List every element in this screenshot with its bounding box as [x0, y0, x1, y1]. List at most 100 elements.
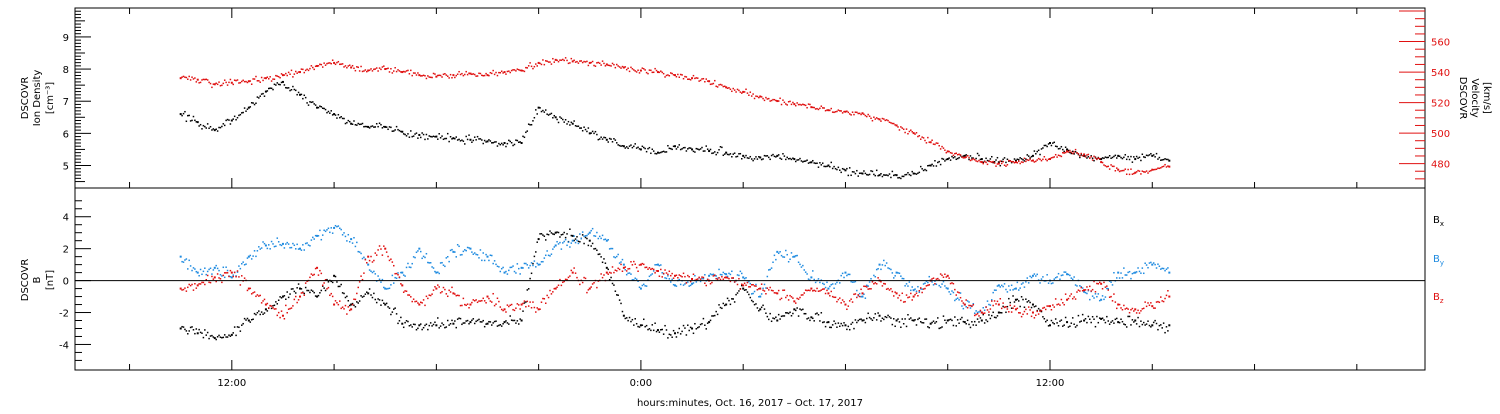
density-point: [223, 124, 226, 127]
velocity-point: [520, 69, 523, 72]
velocity-point: [840, 110, 842, 112]
bz-point: [1012, 307, 1014, 309]
bx-point: [982, 313, 984, 316]
density-point: [850, 174, 852, 177]
density-point: [235, 118, 237, 121]
velocity-point: [775, 99, 777, 102]
by-point: [370, 270, 372, 273]
by-point: [348, 241, 351, 243]
density-point: [1120, 156, 1122, 159]
density-point: [1023, 160, 1026, 162]
velocity-point: [1025, 160, 1027, 163]
density-point: [222, 123, 225, 125]
by-point: [804, 271, 807, 273]
bz-point: [364, 258, 367, 261]
velocity-point: [1106, 165, 1108, 168]
by-point: [622, 263, 625, 266]
velocity-point: [241, 80, 243, 83]
by-point: [557, 243, 560, 245]
velocity-point: [388, 71, 391, 73]
by-point: [354, 245, 357, 248]
bx-point: [980, 319, 983, 322]
legend-bx-label: B: [1433, 215, 1440, 226]
bx-point: [378, 299, 381, 301]
velocity-tick-label: 480: [1431, 160, 1450, 171]
velocity-point: [281, 74, 284, 77]
bz-point: [323, 282, 325, 284]
bx-point: [691, 327, 694, 330]
by-point: [644, 285, 646, 287]
density-point: [194, 119, 196, 122]
bz-point: [634, 263, 636, 265]
by-point: [588, 231, 591, 234]
bz-point: [269, 305, 271, 307]
bz-point: [880, 280, 882, 283]
bx-point: [527, 288, 530, 290]
bz-point: [810, 287, 813, 290]
bx-point: [1057, 325, 1060, 327]
velocity-point: [512, 69, 514, 71]
bx-point: [596, 249, 598, 252]
bz-point: [1154, 307, 1156, 309]
velocity-point: [542, 59, 544, 61]
velocity-point: [1124, 168, 1127, 170]
velocity-point: [519, 69, 521, 72]
bz-point: [280, 310, 283, 312]
density-point: [205, 127, 207, 129]
bz-point: [368, 259, 371, 262]
velocity-point: [669, 72, 672, 74]
velocity-point: [262, 79, 264, 82]
bz-point: [635, 266, 638, 269]
bx-point: [347, 299, 350, 302]
bx-point: [424, 324, 426, 327]
bx-point: [574, 238, 577, 240]
velocity-point: [195, 81, 198, 83]
by-point: [198, 274, 200, 277]
velocity-point: [986, 163, 989, 166]
bx-point: [944, 319, 946, 322]
velocity-point: [793, 103, 796, 106]
velocity-point: [1030, 160, 1033, 162]
velocity-point: [576, 60, 578, 63]
by-point: [829, 285, 831, 288]
velocity-point: [681, 74, 683, 76]
by-point: [509, 266, 511, 269]
density-point: [475, 139, 477, 141]
bz-point: [427, 297, 429, 300]
bz-point: [1097, 283, 1100, 285]
bx-point: [973, 320, 976, 323]
velocity-point: [704, 80, 706, 83]
bz-point: [1027, 306, 1030, 308]
bx-point: [421, 328, 423, 331]
bz-point: [1135, 312, 1138, 314]
bx-point: [281, 295, 284, 298]
bx-point: [1113, 322, 1115, 324]
by-point: [699, 280, 702, 283]
velocity-point: [639, 69, 642, 72]
velocity-point: [1006, 164, 1009, 166]
bx-point: [263, 312, 266, 314]
bz-point: [939, 273, 942, 275]
by-point: [625, 273, 628, 276]
by-point: [962, 307, 965, 310]
bx-point: [648, 328, 651, 330]
bz-point: [304, 282, 307, 284]
bx-point: [769, 312, 771, 315]
density-tick-label: 5: [63, 162, 69, 173]
bz-point: [776, 292, 779, 295]
velocity-point: [289, 73, 291, 75]
by-point: [312, 236, 314, 239]
density-point: [1116, 157, 1118, 159]
by-point: [483, 259, 486, 262]
bz-point: [187, 286, 189, 289]
by-point: [1012, 289, 1014, 291]
density-point: [1044, 144, 1047, 147]
velocity-point: [374, 68, 377, 70]
velocity-point: [390, 67, 392, 70]
by-point: [648, 275, 651, 278]
bz-point: [388, 259, 391, 262]
bx-point: [738, 290, 740, 292]
bx-point: [451, 319, 453, 322]
bz-point: [1063, 303, 1065, 306]
velocity-point: [1101, 161, 1104, 164]
